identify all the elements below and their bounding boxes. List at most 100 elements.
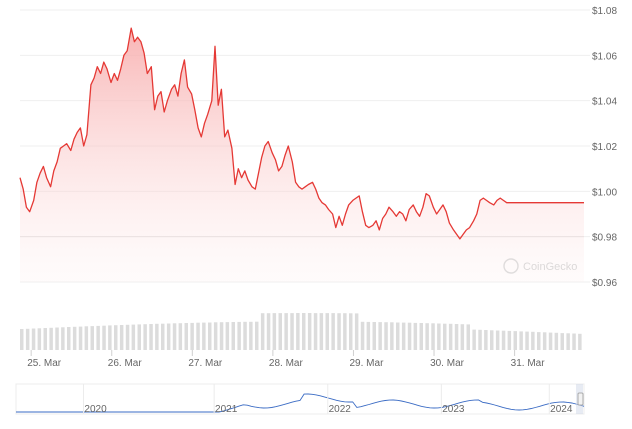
volume-bar: [302, 313, 306, 350]
volume-bar: [166, 323, 171, 350]
x-axis: 25. Mar 26. Mar 27. Mar 28. Mar 29. Mar 30. M…: [27, 350, 545, 369]
price-area: [20, 28, 584, 282]
y-tick-label: $0.98: [592, 233, 617, 244]
y-tick-label: $1.02: [592, 142, 617, 153]
volume-bar: [231, 322, 235, 350]
volume-bar: [554, 332, 559, 350]
coingecko-logo-icon: [503, 258, 519, 274]
volume-bar: [495, 330, 500, 350]
volume-bar: [390, 322, 394, 350]
volume-bar: [67, 327, 71, 350]
volume-bar: [531, 331, 535, 350]
range-navigator[interactable]: 2020 2021 2022 2023 2024: [15, 383, 585, 415]
volume-bar: [149, 324, 153, 350]
volume-bar: [37, 328, 42, 350]
volume-bar: [125, 324, 130, 350]
volume-bar: [25, 328, 30, 350]
volume-bar: [78, 326, 83, 350]
y-tick-label: $1.04: [592, 97, 617, 108]
volume-bar: [225, 322, 230, 350]
volume-bar: [548, 332, 553, 350]
volume-bar: [155, 323, 159, 350]
volume-bar: [266, 313, 271, 350]
volume-bar: [237, 321, 241, 350]
volume-bar: [143, 324, 147, 350]
volume-bar: [513, 331, 517, 350]
navigator-series: [16, 393, 585, 413]
volume-bar: [243, 321, 247, 350]
volume-bar: [401, 322, 406, 350]
volume-bar: [437, 323, 441, 350]
watermark-label: CoinGecko: [523, 261, 577, 273]
volume-bar: [31, 328, 36, 350]
y-tick-label: $1.00: [592, 187, 617, 198]
volume-bar: [172, 323, 177, 350]
x-tick-label: 26. Mar: [108, 358, 143, 369]
volume-bar: [202, 322, 206, 350]
volume-bar: [566, 333, 570, 350]
x-tick-label: 31. Mar: [511, 358, 546, 369]
x-tick-label: 28. Mar: [269, 358, 304, 369]
volume-bar: [443, 323, 447, 350]
volume-bar: [542, 332, 547, 350]
navigator-year-label: 2024: [550, 404, 573, 415]
volume-bar: [119, 325, 124, 350]
navigator-handle[interactable]: [577, 392, 584, 406]
price-series: [19, 27, 584, 282]
volume-bar: [137, 324, 141, 350]
volume-bar: [260, 313, 265, 350]
volume-bar: [61, 327, 65, 350]
x-tick-label: 29. Mar: [350, 358, 385, 369]
volume-bar: [519, 331, 523, 350]
y-tick-label: $1.08: [592, 6, 617, 17]
volume-bar: [278, 313, 282, 350]
volume-bar: [366, 321, 371, 350]
volume-bar: [255, 321, 259, 350]
volume-bar: [472, 329, 476, 350]
volume-bar: [213, 322, 218, 350]
volume-bar: [507, 330, 512, 350]
navigator-track[interactable]: [15, 383, 585, 415]
coingecko-watermark: CoinGecko: [503, 258, 577, 274]
volume-bar: [184, 323, 188, 350]
volume-bar: [102, 325, 106, 350]
volume-bar: [161, 323, 165, 350]
volume-bar: [219, 322, 224, 350]
volume-bar: [20, 329, 24, 350]
volume-bar: [478, 329, 482, 350]
volume-bar: [372, 322, 376, 350]
price-line: [19, 27, 584, 240]
volume-bar: [208, 322, 212, 350]
x-tick-label: 27. Mar: [188, 358, 223, 369]
volume-bar: [343, 313, 347, 350]
volume-bar: [407, 322, 412, 350]
volume-bar: [354, 313, 359, 350]
volume-bar: [96, 325, 100, 350]
volume-bar: [466, 324, 470, 350]
navigator-year-label: 2021: [215, 404, 238, 415]
volume-bar: [319, 313, 324, 350]
volume-bar: [131, 324, 136, 350]
volume-bar: [272, 313, 277, 350]
volume-bar: [249, 321, 253, 350]
volume-bar: [331, 313, 335, 350]
volume-bar: [419, 323, 423, 350]
volume-bar: [537, 332, 541, 350]
volume-bar: [84, 326, 89, 350]
volume-bar: [55, 327, 59, 350]
volume-bar: [290, 313, 294, 350]
volume-bar: [72, 326, 77, 350]
volume-bar: [572, 333, 576, 350]
y-tick-label: $0.96: [592, 278, 617, 289]
volume-bar: [313, 313, 318, 350]
volume-bar: [490, 330, 494, 350]
y-axis: $1.08 $1.06 $1.04 $1.02 $1.00 $0.98 $0.96: [592, 6, 617, 289]
volume-bar: [431, 323, 435, 350]
volume-bar: [413, 322, 418, 350]
volume-bar: [360, 321, 365, 350]
volume-bar: [396, 322, 400, 350]
volume-bar: [49, 327, 53, 350]
volume-bar: [425, 323, 429, 350]
